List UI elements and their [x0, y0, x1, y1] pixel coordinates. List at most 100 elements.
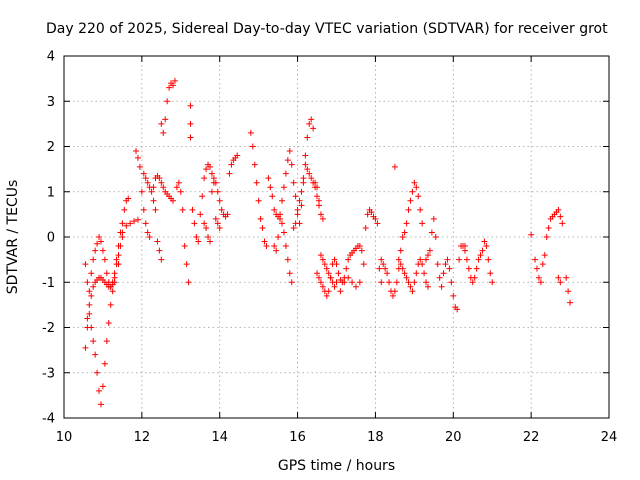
data-point: [337, 288, 344, 295]
data-point: [343, 265, 350, 272]
data-point: [317, 252, 324, 259]
data-point: [368, 209, 375, 216]
data-point: [86, 310, 93, 317]
data-point: [105, 319, 112, 326]
data-point: [148, 188, 155, 195]
data-point: [430, 215, 437, 222]
data-point: [82, 261, 89, 268]
data-point: [170, 197, 176, 204]
data-point: [356, 243, 363, 250]
data-point: [413, 270, 420, 277]
x-tick-label: 20: [445, 430, 462, 445]
data-point: [255, 197, 262, 204]
data-point: [214, 220, 221, 227]
x-tick-label: 14: [211, 430, 228, 445]
data-point: [341, 279, 348, 286]
data-point: [193, 234, 200, 240]
data-point: [142, 220, 149, 227]
data-point: [164, 98, 171, 105]
data-point: [142, 175, 149, 182]
data-point: [384, 270, 391, 277]
data-point: [409, 288, 416, 295]
data-point: [197, 211, 204, 218]
data-point: [473, 265, 480, 272]
x-tick-label: 18: [367, 430, 384, 445]
data-point: [360, 261, 367, 268]
data-point: [127, 220, 134, 227]
data-point: [99, 247, 106, 254]
data-point: [442, 261, 449, 268]
data-point: [319, 215, 326, 222]
data-point: [284, 256, 291, 263]
data-point: [199, 193, 206, 200]
data-point: [292, 220, 299, 227]
data-point: [409, 188, 416, 195]
data-point: [138, 188, 145, 195]
data-point: [90, 338, 97, 345]
data-point: [446, 265, 453, 272]
data-point: [407, 283, 414, 290]
data-point: [94, 240, 101, 247]
data-point: [436, 274, 443, 281]
data-point: [555, 274, 562, 281]
data-point: [327, 274, 334, 281]
y-tick-label: 3: [47, 95, 55, 110]
data-point: [103, 270, 110, 277]
data-point: [349, 279, 356, 286]
data-point: [156, 247, 163, 254]
data-point: [115, 252, 122, 259]
data-point: [563, 274, 570, 281]
data-point: [259, 224, 266, 231]
data-point: [134, 154, 141, 161]
data-point: [97, 401, 104, 408]
data-point: [144, 229, 151, 236]
data-point: [133, 148, 140, 155]
data-point: [187, 120, 194, 127]
data-point: [160, 129, 167, 136]
x-tick-label: 12: [134, 430, 151, 445]
data-point: [273, 247, 280, 254]
data-point: [183, 261, 190, 268]
data-point: [218, 206, 225, 213]
data-point: [395, 256, 402, 263]
x-tick-label: 22: [523, 430, 540, 445]
data-point: [158, 256, 165, 263]
data-point: [389, 292, 396, 299]
data-point: [212, 179, 219, 186]
data-point: [286, 148, 293, 155]
data-point: [280, 184, 287, 191]
data-point: [212, 215, 219, 222]
data-point: [103, 338, 110, 345]
data-point: [483, 243, 490, 250]
data-point: [90, 283, 97, 290]
data-point: [203, 166, 210, 173]
data-point: [201, 220, 208, 227]
data-point: [434, 261, 441, 268]
data-point: [279, 220, 285, 227]
data-point: [296, 197, 303, 204]
y-tick-label: 2: [47, 140, 55, 155]
data-point: [152, 206, 159, 213]
data-point: [308, 175, 315, 182]
data-point: [393, 279, 400, 286]
data-point: [140, 206, 147, 213]
data-point: [279, 197, 285, 204]
data-point: [156, 175, 163, 182]
data-point: [403, 220, 410, 227]
data-point: [378, 279, 385, 286]
data-point: [559, 220, 566, 227]
data-point: [399, 265, 406, 272]
data-point: [206, 163, 213, 170]
data-point: [325, 288, 332, 295]
data-point: [315, 197, 322, 204]
data-point: [386, 279, 393, 286]
data-point: [107, 301, 114, 308]
x-tick-label: 24: [601, 430, 618, 445]
data-point: [162, 116, 169, 123]
data-point: [401, 229, 408, 236]
data-point: [438, 283, 445, 290]
data-point: [203, 224, 210, 231]
data-point: [267, 184, 274, 191]
